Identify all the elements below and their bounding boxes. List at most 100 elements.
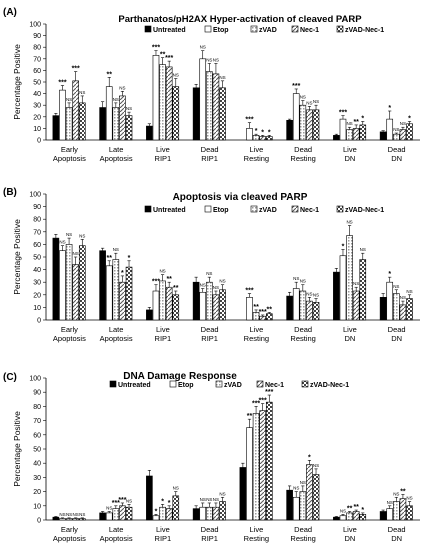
- y-tick-label: 60: [33, 68, 41, 75]
- bar: [165, 286, 173, 321]
- bar: [165, 66, 173, 141]
- bar: [65, 107, 73, 141]
- bar: [399, 498, 407, 521]
- significance-label: NS: [126, 106, 132, 111]
- significance-label: *: [388, 271, 391, 278]
- significance-label: NS: [393, 284, 399, 289]
- bar: [105, 86, 113, 141]
- x-tick-label: Live Resting: [244, 325, 269, 343]
- bar: [386, 281, 394, 321]
- significance-label: **: [347, 505, 353, 512]
- significance-label: *: [168, 500, 171, 507]
- significance-label: NS: [119, 85, 125, 90]
- bar: [59, 250, 66, 321]
- significance-label: NS: [79, 233, 85, 238]
- x-tick-label: Live DN: [343, 525, 357, 543]
- bar: [379, 131, 387, 141]
- x-tick-label: Dead RIP1: [201, 325, 219, 343]
- legend-label-2: zVAD: [259, 27, 277, 34]
- significance-label: ***: [165, 55, 173, 62]
- x-tick-label: Early Apoptosis: [53, 145, 86, 163]
- significance-label: NS: [219, 279, 225, 284]
- significance-label: NS: [213, 497, 219, 502]
- bar: [219, 289, 226, 321]
- bar: [78, 102, 86, 141]
- bar: [406, 298, 413, 321]
- significance-label: NS: [59, 240, 65, 245]
- significance-label: NS: [346, 220, 352, 225]
- significance-label: *: [268, 129, 271, 136]
- significance-label: NS: [213, 285, 219, 290]
- bar: [393, 133, 400, 141]
- legend-swatch-4: [301, 380, 309, 388]
- y-tick-label: 50: [33, 80, 41, 87]
- y-tick-label: 50: [33, 255, 41, 262]
- legend-swatch-3: [256, 380, 264, 388]
- significance-label: NS: [59, 512, 65, 517]
- bar: [65, 244, 73, 321]
- bar: [359, 259, 367, 321]
- bar: [299, 491, 307, 521]
- legend-swatch-2: [250, 25, 258, 33]
- y-tick-label: 70: [33, 418, 41, 425]
- panel-label: (C): [3, 372, 17, 383]
- x-tick-label: Live DN: [343, 145, 357, 163]
- significance-label: NS: [73, 251, 79, 256]
- y-tick-label: 90: [33, 204, 41, 211]
- y-axis-label: Percentage Positive: [12, 44, 22, 120]
- significance-label: NS: [173, 73, 179, 78]
- bar: [333, 135, 340, 141]
- significance-label: NS: [293, 486, 299, 491]
- significance-label: NS: [306, 100, 312, 105]
- x-tick-label: Early Apoptosis: [53, 525, 86, 543]
- significance-label: NS: [173, 486, 179, 491]
- y-tick-label: 80: [33, 45, 41, 52]
- significance-label: NS: [159, 269, 165, 274]
- legend-label-2: zVAD: [224, 382, 242, 389]
- y-tick-label: 100: [29, 192, 41, 199]
- bar: [146, 475, 153, 521]
- bar: [119, 505, 126, 521]
- bar: [78, 518, 86, 521]
- bar: [299, 290, 307, 321]
- bar: [99, 512, 106, 521]
- x-tick-label: Live Resting: [244, 145, 269, 163]
- legend-label-3: Nec-1: [265, 382, 284, 389]
- bar: [352, 128, 360, 141]
- significance-label: NS: [66, 97, 72, 102]
- significance-label: ***: [245, 117, 253, 124]
- bar: [219, 87, 226, 141]
- significance-label: *: [155, 508, 158, 515]
- significance-label: ***: [339, 110, 347, 117]
- bar: [379, 511, 387, 521]
- legend-label-1: Etop: [213, 27, 229, 34]
- bar: [306, 300, 313, 321]
- bar: [52, 516, 60, 521]
- significance-label: NS: [313, 99, 319, 104]
- bar: [78, 245, 86, 321]
- x-tick-label: Live Resting: [244, 525, 269, 543]
- bar: [192, 87, 200, 141]
- y-tick-label: 20: [33, 114, 41, 121]
- significance-label: *: [408, 115, 411, 122]
- significance-label: NS: [387, 500, 393, 505]
- y-tick-label: 50: [33, 447, 41, 454]
- legend-swatch-0: [144, 205, 152, 213]
- bar: [399, 304, 407, 321]
- x-tick-label: Live RIP1: [155, 145, 172, 163]
- bar: [59, 518, 66, 521]
- x-tick-label: Dead DN: [388, 525, 406, 543]
- legend-swatch-1: [204, 205, 212, 213]
- significance-label: NS: [113, 97, 119, 102]
- significance-label: **: [353, 119, 359, 126]
- bar: [333, 516, 340, 521]
- y-tick-label: 10: [33, 305, 41, 312]
- x-tick-label: Late Apoptosis: [100, 145, 133, 163]
- significance-label: NS: [219, 75, 225, 80]
- legend-label-2: zVAD: [259, 207, 277, 214]
- bar: [333, 271, 340, 321]
- bar: [105, 265, 113, 321]
- x-tick-label: Live RIP1: [155, 525, 172, 543]
- significance-label: NS: [340, 508, 346, 513]
- significance-label: NS: [66, 512, 72, 517]
